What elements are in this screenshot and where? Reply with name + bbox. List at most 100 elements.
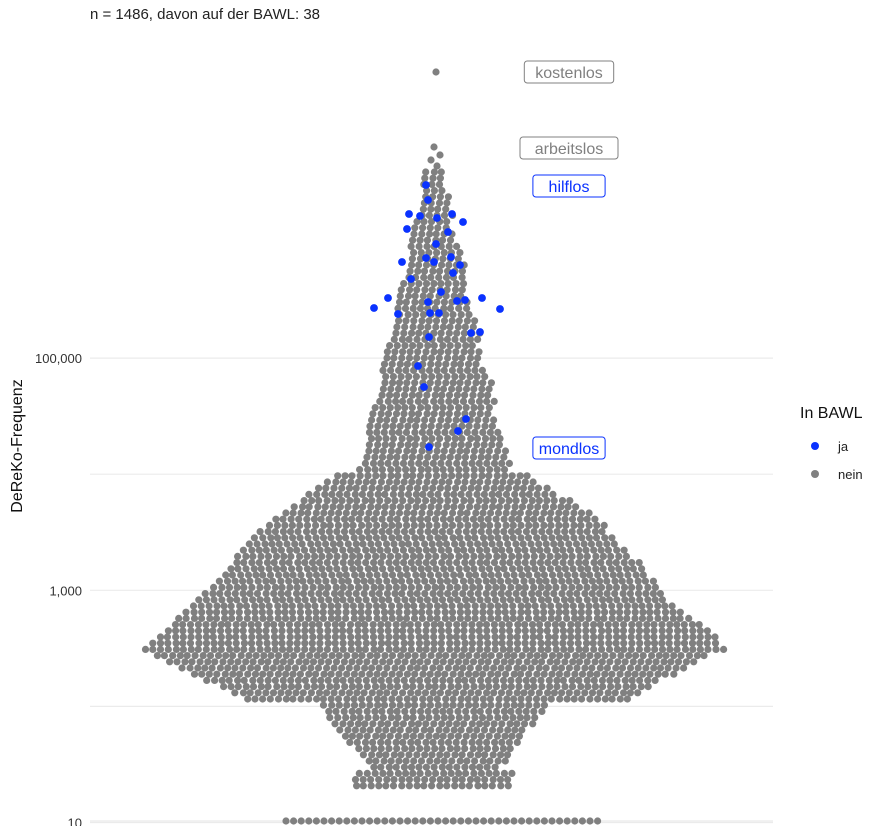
data-point — [373, 608, 381, 616]
data-point — [410, 317, 418, 325]
data-point — [472, 571, 480, 579]
data-point — [410, 757, 418, 765]
data-point — [367, 540, 375, 548]
data-point — [501, 714, 509, 722]
data-point — [515, 583, 523, 592]
data-point — [454, 732, 462, 740]
data-point — [451, 435, 459, 443]
data-point — [474, 484, 482, 492]
data-point — [434, 701, 442, 709]
data-point — [556, 652, 564, 660]
data-point — [468, 720, 476, 728]
data-point — [278, 639, 286, 647]
data-point — [596, 689, 604, 697]
data-point — [462, 658, 470, 666]
data-point — [461, 745, 469, 753]
data-point — [568, 552, 576, 561]
data-point — [164, 627, 172, 635]
data-point — [242, 602, 251, 610]
data-point — [540, 534, 548, 542]
data-point — [211, 676, 219, 685]
data-point — [439, 466, 447, 474]
data-point — [233, 645, 241, 654]
data-point — [422, 168, 430, 176]
data-point — [623, 602, 632, 610]
data-point — [330, 546, 339, 554]
data-point — [483, 459, 491, 467]
y-tick-label: 10 — [68, 816, 82, 826]
data-point — [504, 540, 512, 548]
data-point — [690, 658, 698, 666]
data-point — [239, 590, 247, 598]
data-point — [501, 608, 509, 616]
data-point — [544, 596, 552, 604]
data-point — [221, 670, 229, 678]
data-point — [583, 583, 591, 592]
data-point — [364, 472, 372, 480]
data-point — [474, 354, 482, 362]
data-point — [274, 670, 282, 678]
data-point — [496, 435, 504, 443]
data-point — [418, 509, 426, 517]
data-point — [387, 757, 395, 765]
data-point — [309, 633, 317, 641]
data-point — [453, 410, 461, 418]
data-point — [463, 317, 471, 325]
data-point — [566, 546, 575, 554]
data-point — [646, 602, 654, 610]
data-point — [466, 751, 475, 759]
data-point — [460, 497, 468, 505]
data-point — [424, 323, 432, 331]
data-point — [345, 664, 353, 672]
data-point — [420, 267, 429, 275]
data-point — [476, 583, 484, 592]
data-point — [472, 360, 480, 368]
data-point — [253, 540, 261, 548]
data-point — [373, 695, 381, 703]
data-point — [315, 559, 324, 567]
data-point — [372, 757, 380, 765]
data-point — [399, 497, 407, 505]
data-point — [359, 726, 367, 734]
data-point — [460, 738, 468, 747]
data-point — [511, 490, 519, 498]
data-point — [487, 701, 495, 709]
data-point — [437, 627, 445, 635]
data-point — [533, 817, 541, 825]
data-point — [499, 559, 507, 567]
data-point — [615, 565, 623, 573]
data-point — [269, 664, 277, 672]
data-point — [259, 614, 267, 623]
data-point — [537, 645, 545, 654]
data-point — [409, 385, 417, 393]
data-point — [433, 298, 441, 306]
data-point — [494, 608, 502, 616]
data-point — [591, 528, 600, 536]
data-point — [696, 627, 704, 635]
data-point — [473, 503, 481, 511]
data-point — [172, 645, 180, 654]
data-point — [440, 714, 448, 722]
data-point — [442, 273, 451, 281]
data-point — [504, 782, 512, 790]
data-point — [632, 652, 640, 660]
data-point — [253, 590, 262, 598]
data-point — [231, 689, 239, 697]
data-point — [398, 354, 406, 362]
data-point — [517, 695, 525, 703]
data-point — [420, 422, 428, 430]
data-point — [712, 645, 720, 654]
data-point — [333, 552, 341, 561]
data-point — [612, 583, 621, 592]
data-point — [554, 614, 563, 623]
data-point — [661, 608, 670, 616]
data-point — [417, 404, 425, 412]
data-point — [259, 670, 267, 678]
data-point — [363, 769, 371, 778]
data-point — [342, 509, 350, 517]
data-point — [465, 782, 473, 790]
data-point — [431, 528, 439, 536]
data-point — [415, 261, 423, 269]
data-point — [599, 683, 607, 691]
